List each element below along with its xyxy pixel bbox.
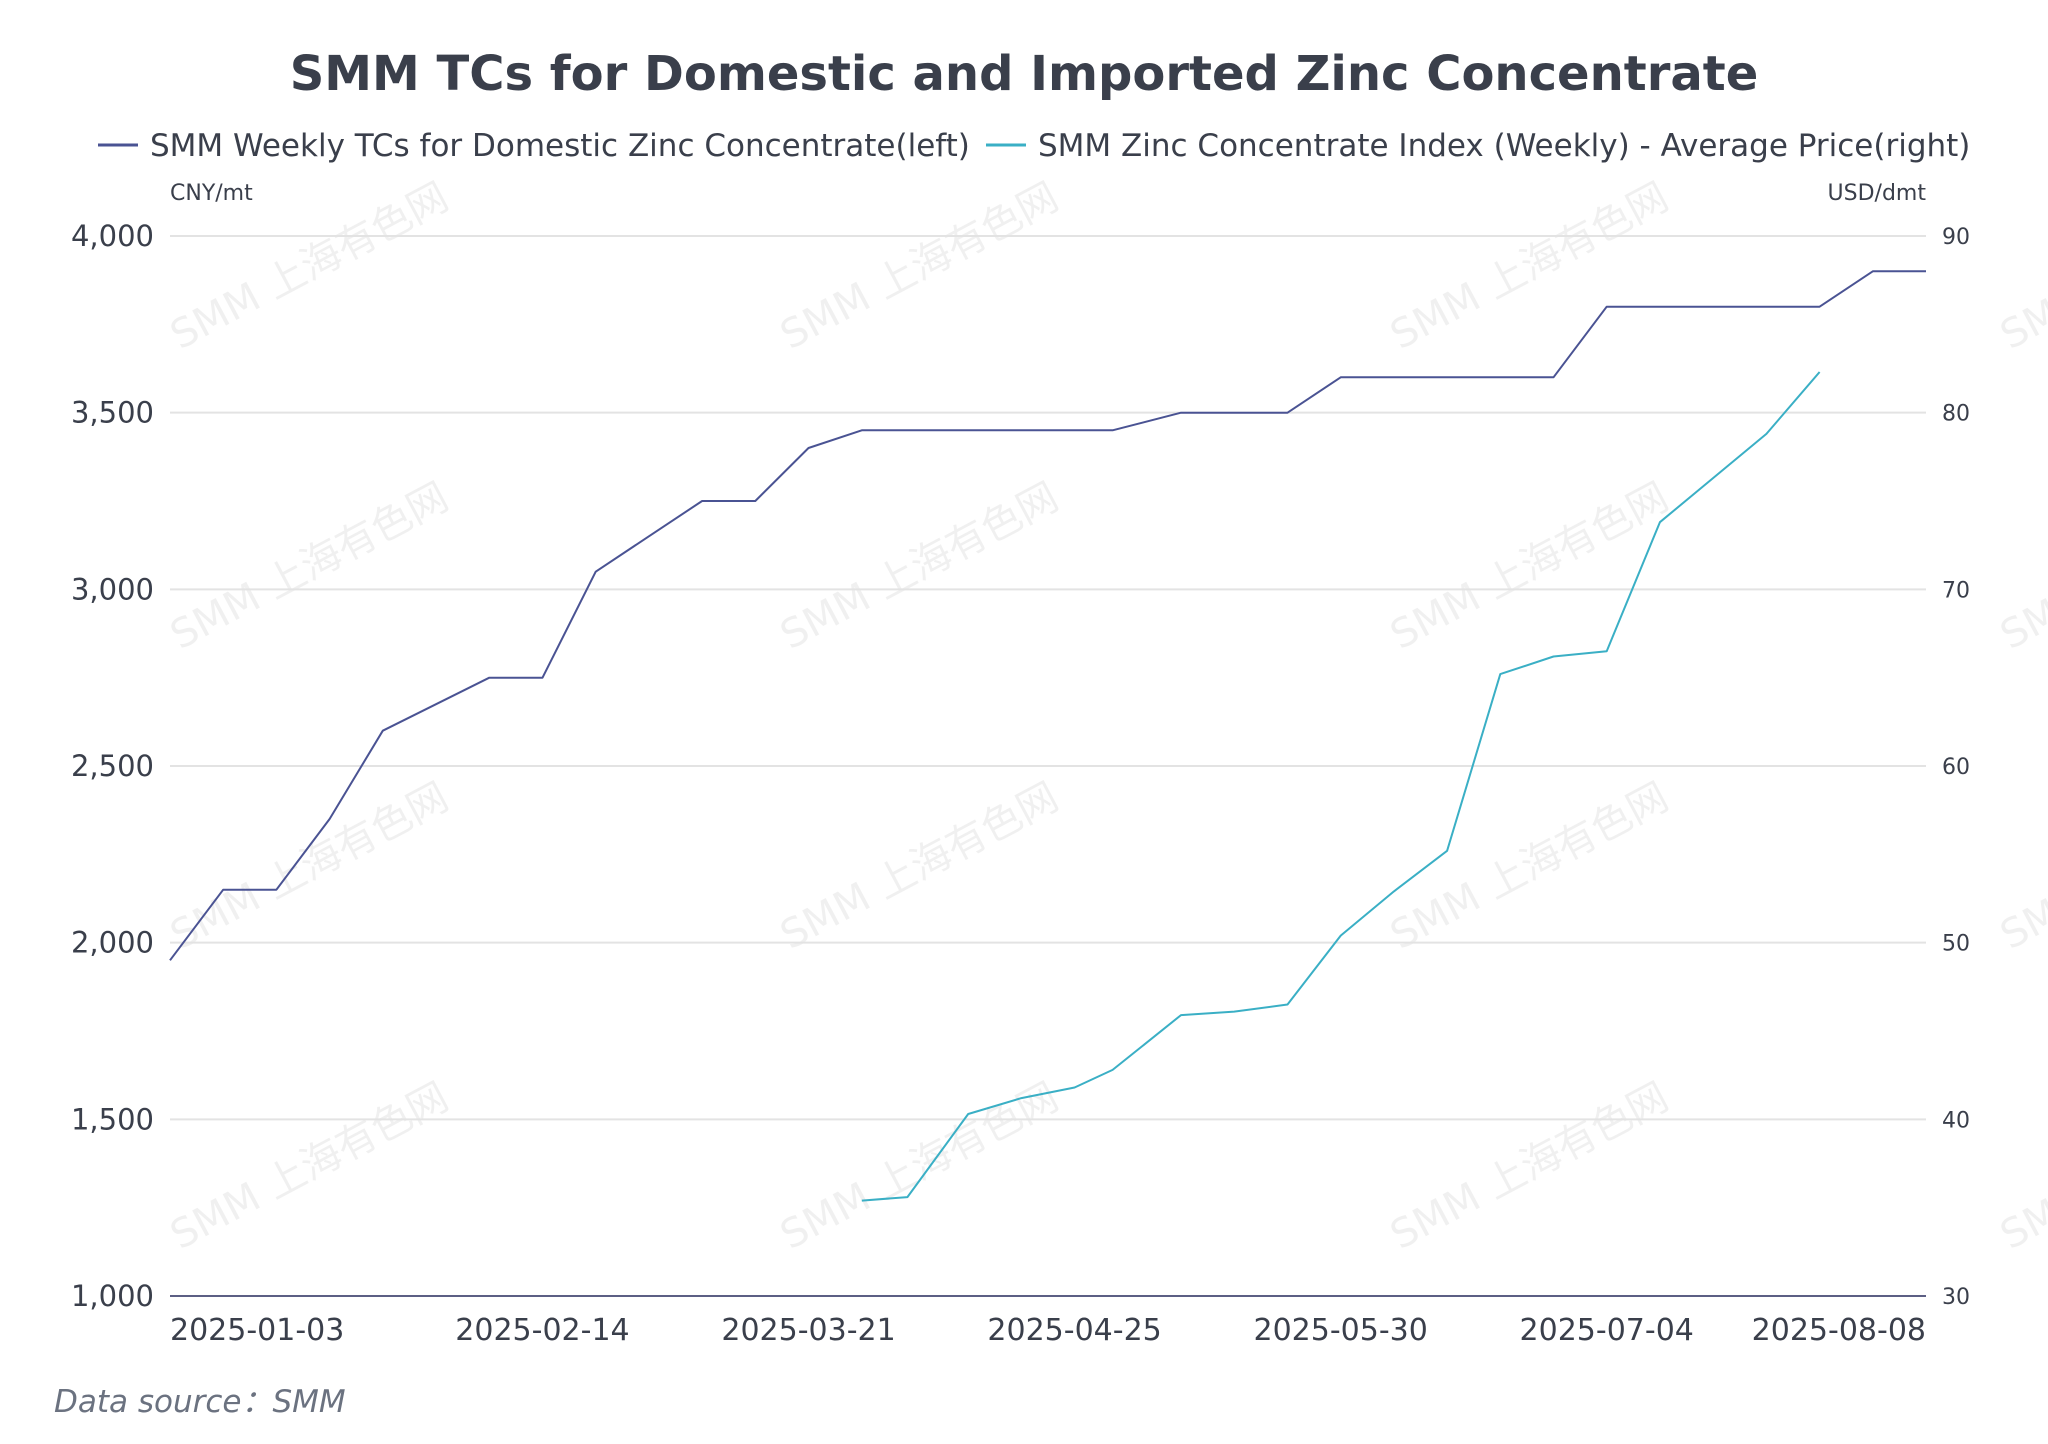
- series-layer: [169, 270, 1926, 1202]
- y-left-tick-label: 2,500: [71, 749, 154, 783]
- y-right-tick-label: 40: [1942, 1108, 1970, 1133]
- legend[interactable]: SMM Weekly TCs for Domestic Zinc Concent…: [98, 128, 1970, 164]
- x-tick-label: 2025-05-30: [1253, 1313, 1427, 1348]
- watermark-3-3: SMM 上海有色网: [1993, 1074, 2048, 1259]
- watermark-1-0: SMM 上海有色网: [163, 474, 456, 659]
- legend-item-domestic-tc[interactable]: SMM Weekly TCs for Domestic Zinc Concent…: [98, 128, 970, 164]
- y-left-tick-label: 2,000: [71, 926, 154, 960]
- watermark-0-3: SMM 上海有色网: [1993, 174, 2048, 359]
- y-right-tick-label: 50: [1942, 932, 1970, 957]
- y-right-tick-label: 80: [1942, 402, 1970, 427]
- data-source-label: Data source：SMM: [54, 1384, 346, 1420]
- legend-label-domestic-tc: SMM Weekly TCs for Domestic Zinc Concent…: [150, 128, 970, 164]
- x-tick-label: 2025-03-21: [721, 1313, 895, 1348]
- x-tick-label: 2025-07-04: [1520, 1313, 1694, 1348]
- y-left-tick-label: 3,500: [71, 396, 154, 430]
- series-line-domestic-tc: [169, 270, 1926, 961]
- x-axis: 2025-01-03 2025-02-14 2025-03-21 2025-04-25…: [170, 1313, 1926, 1348]
- left-axis-unit: CNY/mt: [170, 181, 253, 206]
- y-left-tick-label: 1,500: [71, 1102, 154, 1136]
- watermark-1-1: SMM 上海有色网: [773, 474, 1066, 659]
- watermark-2-3: SMM 上海有色网: [1993, 774, 2048, 959]
- watermark-2-1: SMM 上海有色网: [773, 774, 1066, 959]
- y-left-tick-label: 1,000: [71, 1279, 154, 1313]
- y-right-tick-label: 90: [1942, 225, 1970, 250]
- y-axis-right: 30 40 50 60 70 80 90: [1942, 225, 1970, 1310]
- x-tick-label: 2025-01-03: [170, 1313, 344, 1348]
- y-right-tick-label: 30: [1942, 1285, 1970, 1310]
- chart-title: SMM TCs for Domestic and Imported Zinc C…: [290, 46, 1759, 102]
- gridlines: [170, 235, 1926, 1121]
- watermark-1-2: SMM 上海有色网: [1383, 474, 1676, 659]
- y-axis-left: 1,000 1,500 2,000 2,500 3,000 3,500 4,000: [71, 219, 154, 1313]
- y-right-tick-label: 70: [1942, 578, 1970, 603]
- watermark-layer: SMM 上海有色网 SMM 上海有色网 SMM 上海有色网 SMM 上海有色网 SMM …: [163, 174, 2048, 1259]
- legend-item-zinc-index[interactable]: SMM Zinc Concentrate Index (Weekly) - Av…: [986, 128, 1970, 164]
- watermark-2-0: SMM 上海有色网: [163, 774, 456, 959]
- series-line-zinc-index: [861, 371, 1821, 1202]
- x-tick-label: 2025-08-08: [1752, 1313, 1926, 1348]
- watermark-1-3: SMM 上海有色网: [1993, 474, 2048, 659]
- watermark-3-0: SMM 上海有色网: [163, 1074, 456, 1259]
- watermark-0-2: SMM 上海有色网: [1383, 174, 1676, 359]
- y-right-tick-label: 60: [1942, 755, 1970, 780]
- x-tick-label: 2025-04-25: [987, 1313, 1161, 1348]
- right-axis-unit: USD/dmt: [1828, 181, 1927, 206]
- watermark-3-2: SMM 上海有色网: [1383, 1074, 1676, 1259]
- y-left-tick-label: 3,000: [71, 572, 154, 606]
- x-tick-label: 2025-02-14: [455, 1313, 629, 1348]
- watermark-0-1: SMM 上海有色网: [773, 174, 1066, 359]
- y-left-tick-label: 4,000: [71, 219, 154, 253]
- watermark-3-1: SMM 上海有色网: [773, 1074, 1066, 1259]
- legend-label-zinc-index: SMM Zinc Concentrate Index (Weekly) - Av…: [1038, 128, 1970, 164]
